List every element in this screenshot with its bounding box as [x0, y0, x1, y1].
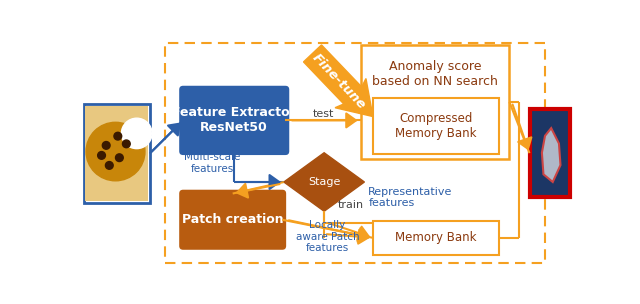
Bar	[165, 43, 545, 263]
Circle shape	[122, 118, 152, 149]
Text: Anomaly score
based on NN search: Anomaly score based on NN search	[372, 60, 498, 88]
Text: Patch creation: Patch creation	[182, 213, 284, 226]
Circle shape	[106, 161, 113, 169]
Bar	[373, 98, 499, 154]
Circle shape	[115, 154, 124, 161]
Bar	[373, 220, 499, 255]
Bar	[85, 106, 148, 201]
Text: Locally
aware Patch
features: Locally aware Patch features	[296, 220, 360, 253]
FancyArrow shape	[303, 45, 373, 116]
Bar	[84, 104, 150, 203]
Text: Feature Extractor
ResNet50: Feature Extractor ResNet50	[172, 106, 296, 134]
Text: test: test	[312, 109, 333, 119]
FancyBboxPatch shape	[179, 190, 286, 250]
Bar	[360, 45, 509, 159]
Circle shape	[122, 140, 130, 148]
Text: Fine-tune: Fine-tune	[310, 51, 368, 112]
Text: Representative
features: Representative features	[368, 187, 452, 208]
Bar	[183, 90, 285, 151]
FancyBboxPatch shape	[179, 86, 289, 155]
Bar	[529, 109, 570, 197]
Circle shape	[98, 152, 106, 159]
Text: Compressed
Memory Bank: Compressed Memory Bank	[395, 112, 476, 140]
Circle shape	[114, 132, 122, 140]
Text: Memory Bank: Memory Bank	[395, 231, 476, 244]
Text: train: train	[338, 200, 364, 210]
Polygon shape	[284, 153, 364, 211]
Polygon shape	[542, 128, 561, 182]
Text: Multi-scale
features: Multi-scale features	[184, 152, 241, 174]
Circle shape	[102, 142, 110, 149]
Text: Stage: Stage	[308, 177, 340, 187]
Circle shape	[86, 122, 145, 181]
